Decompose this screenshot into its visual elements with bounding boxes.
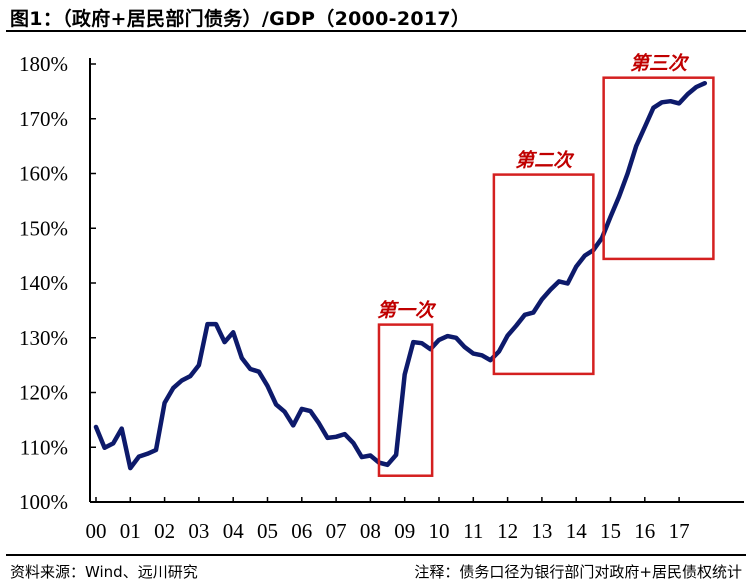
x-tick-label: 07 (326, 519, 347, 543)
x-tick-label: 11 (463, 519, 483, 543)
highlight-box-1 (377, 323, 434, 477)
highlight-box-2 (492, 173, 595, 376)
x-tick-label: 03 (188, 519, 209, 543)
x-tick-label: 04 (223, 519, 245, 543)
x-axis-ticks: 00 01 02 03 04 05 06 07 08 09 10 11 12 13 14 15 16 17 (86, 497, 690, 543)
x-tick-label: 17 (669, 519, 690, 543)
highlight-label-2: 第二次 (515, 150, 575, 172)
x-tick-label: 13 (531, 519, 552, 543)
x-tick-label: 09 (394, 519, 415, 543)
title-divider (6, 30, 746, 32)
source-note: 资料来源：Wind、远川研究 (10, 563, 198, 581)
highlight-label-1: 第一次 (377, 300, 437, 322)
y-tick-label: 140% (19, 271, 68, 295)
highlight-box-3 (602, 76, 715, 261)
x-tick-label: 15 (600, 519, 621, 543)
x-tick-label: 00 (86, 519, 107, 543)
chart-series (93, 80, 708, 471)
x-tick-label: 08 (360, 519, 381, 543)
y-tick-label: 170% (19, 107, 68, 131)
debt-ratio-line (93, 80, 708, 471)
footer-divider (6, 554, 746, 556)
highlight-label-3: 第三次 (630, 53, 690, 75)
chart-title: 图1：（政府+居民部门债务）/GDP（2000-2017） (10, 8, 471, 30)
y-tick-label: 120% (19, 381, 68, 405)
highlight-boxes: 第一次 第二次 第三次 (377, 53, 715, 477)
x-tick-label: 12 (497, 519, 518, 543)
y-tick-label: 180% (19, 52, 68, 76)
x-tick-label: 01 (120, 519, 141, 543)
y-tick-label: 160% (19, 162, 68, 186)
y-axis-ticks: 100% 110% 120% 130% 140% 150% 160% 170% 180% (19, 52, 96, 514)
x-tick-label: 06 (291, 519, 312, 543)
x-tick-label: 16 (634, 519, 655, 543)
x-tick-label: 14 (566, 519, 588, 543)
y-tick-label: 150% (19, 216, 68, 240)
y-tick-label: 130% (19, 326, 68, 350)
x-tick-label: 02 (154, 519, 175, 543)
x-tick-label: 05 (257, 519, 278, 543)
footnote: 注释：债务口径为银行部门对政府+居民债权统计 (414, 563, 742, 581)
x-tick-label: 10 (429, 519, 450, 543)
y-tick-label: 110% (20, 435, 68, 459)
y-tick-label: 100% (19, 490, 68, 514)
